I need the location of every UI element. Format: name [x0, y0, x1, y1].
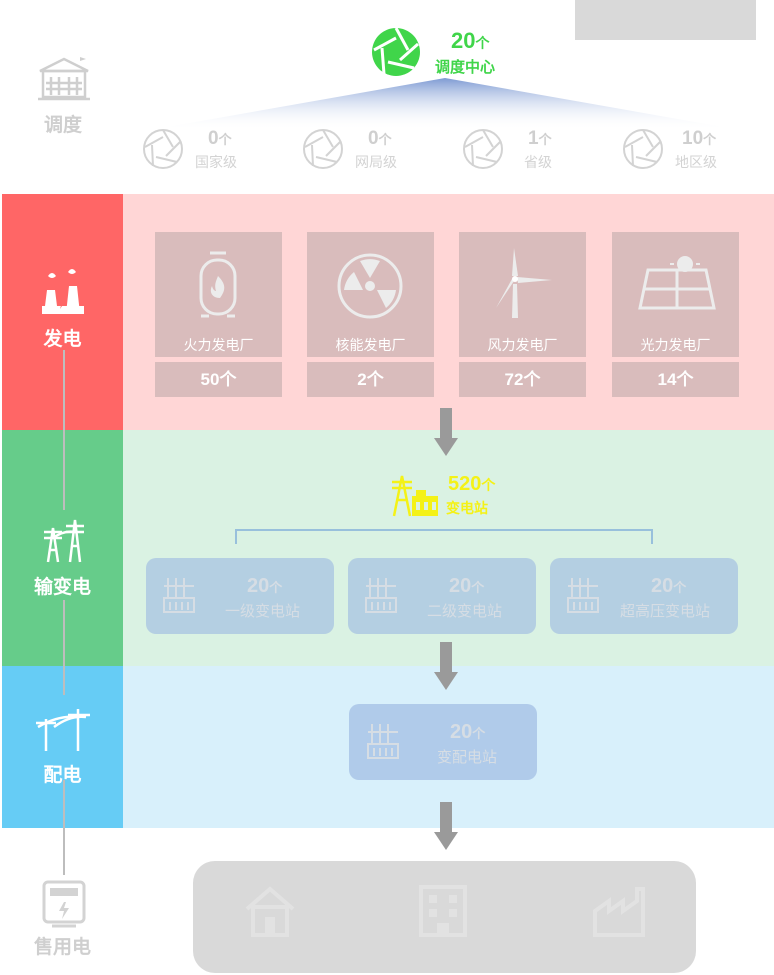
sales-section-label: 售用电 — [33, 937, 91, 958]
distribution-band-left — [2, 666, 123, 828]
aperture-icon — [463, 129, 503, 169]
transformer-icon — [365, 578, 397, 613]
transformer-icon — [163, 578, 195, 613]
arrow-down-icon — [434, 408, 458, 456]
wind-turbine-icon — [496, 248, 552, 318]
dispatch-section-label: 调度 — [43, 115, 82, 136]
aperture-icon — [303, 129, 343, 169]
electric-meter-icon — [42, 880, 86, 928]
generation-section-label: 发电 — [43, 329, 82, 350]
distribution-section-label: 配电 — [43, 765, 82, 786]
substation-hub-icon — [392, 475, 438, 517]
transformer-icon — [367, 724, 399, 759]
factory-icon — [593, 887, 645, 937]
flow-connector-line — [63, 350, 65, 875]
transmission-tower-icon — [44, 519, 84, 563]
transformer-icon — [567, 578, 599, 613]
arrow-down-icon — [434, 802, 458, 850]
dispatch-building-icon — [38, 57, 90, 101]
thermal-plant-icon — [199, 251, 237, 318]
transmission-section-label: 输变电 — [33, 577, 91, 598]
dispatch-center-aperture-icon — [372, 27, 420, 76]
top-placeholder-box — [575, 0, 756, 40]
dispatch-center-label: 调度中心 — [435, 59, 496, 76]
distribution-pole-icon — [36, 709, 90, 751]
dispatch-center-count: 20个 — [451, 28, 490, 53]
house-icon — [245, 886, 295, 937]
dispatch-fan-gradient — [150, 78, 740, 130]
solar-panel-icon — [638, 256, 716, 310]
office-building-icon — [419, 885, 467, 937]
transmission-band-left — [2, 430, 123, 666]
substation-hub-label: 变电站 — [446, 500, 488, 516]
aperture-icon — [143, 129, 183, 169]
consumer-panel — [193, 861, 696, 973]
nuclear-plant-icon — [337, 253, 403, 319]
aperture-icon — [623, 129, 663, 169]
substation-hub-count: 520个 — [448, 473, 496, 495]
arrow-down-icon — [434, 642, 458, 690]
power-plant-icon — [42, 269, 84, 314]
hub-bracket-line — [235, 529, 653, 544]
